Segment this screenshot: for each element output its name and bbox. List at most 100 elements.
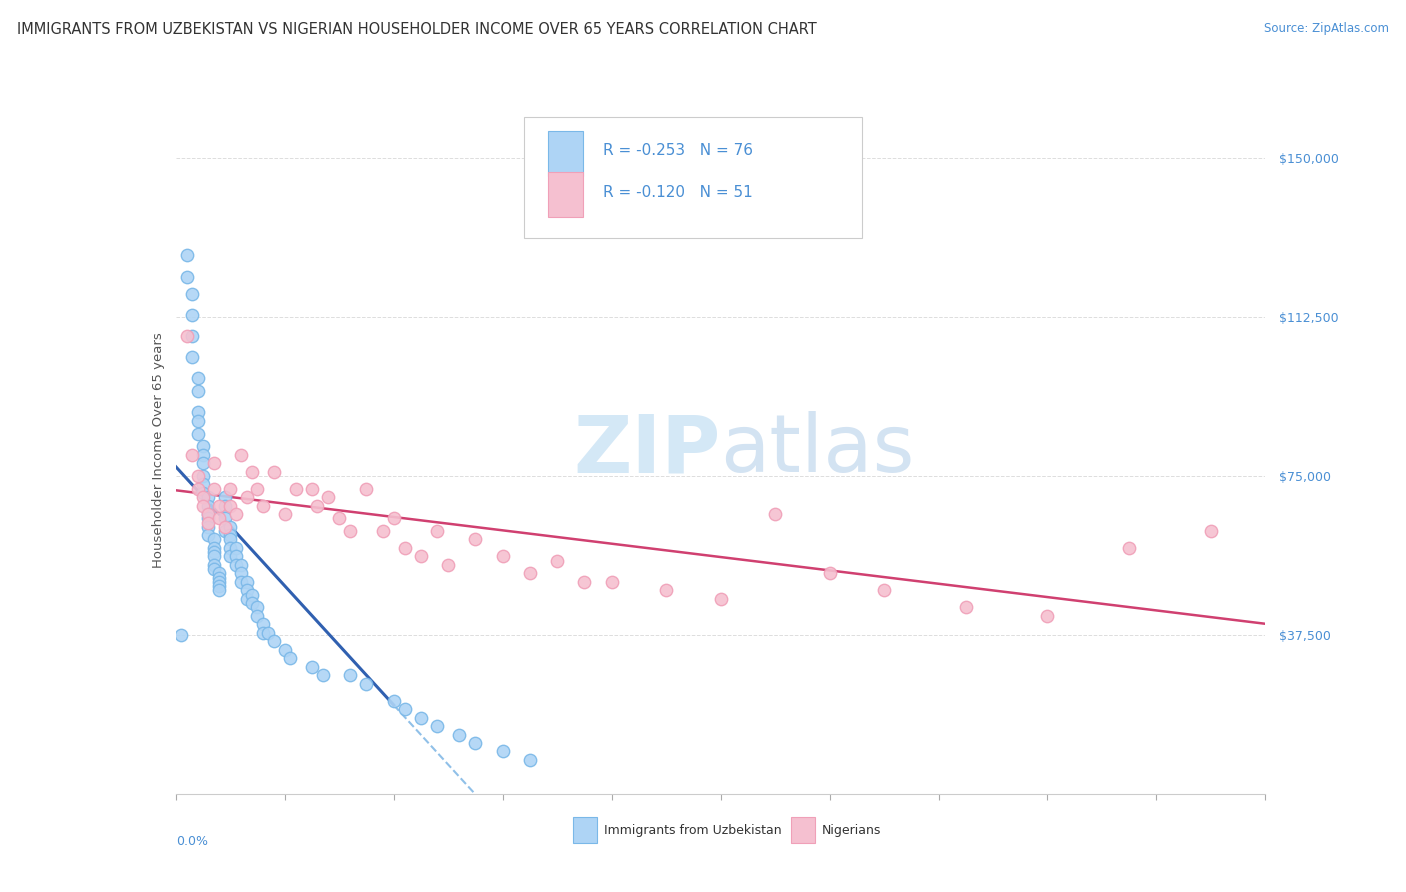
Point (231, 574, 253, 589)
Point (240, 596, 263, 610)
Point (219, 520, 242, 534)
Point (301, 659, 323, 673)
Point (219, 549, 242, 564)
Point (235, 574, 257, 589)
Point (197, 516, 219, 530)
Point (371, 524, 394, 538)
Point (873, 583, 896, 598)
Point (356, 482, 378, 496)
Point (208, 571, 231, 585)
Point (214, 490, 236, 504)
Point (208, 574, 231, 589)
Point (235, 490, 257, 504)
Point (219, 541, 242, 555)
Point (464, 736, 486, 750)
Point (181, 329, 204, 343)
Point (191, 486, 214, 500)
FancyBboxPatch shape (524, 118, 862, 237)
Point (181, 350, 204, 364)
Point (492, 744, 515, 758)
Point (219, 528, 242, 542)
Point (1036, 608, 1059, 623)
Point (170, 628, 193, 642)
FancyBboxPatch shape (548, 172, 583, 217)
Point (252, 499, 274, 513)
Point (225, 541, 247, 555)
Point (208, 566, 231, 581)
Point (225, 558, 247, 572)
FancyBboxPatch shape (792, 817, 815, 843)
Point (600, 574, 623, 589)
Point (191, 477, 214, 491)
Point (202, 549, 225, 564)
Point (231, 558, 253, 572)
Point (447, 727, 470, 741)
Point (464, 533, 486, 547)
Point (214, 524, 236, 538)
Point (394, 702, 416, 716)
Point (176, 329, 198, 343)
Point (181, 308, 204, 322)
Text: Source: ZipAtlas.com: Source: ZipAtlas.com (1264, 22, 1389, 36)
Point (191, 456, 214, 470)
Point (278, 651, 301, 665)
Point (181, 448, 204, 462)
Point (186, 469, 209, 483)
Point (437, 558, 460, 572)
Point (252, 625, 274, 640)
Point (191, 490, 214, 504)
Point (246, 600, 269, 615)
Point (257, 625, 280, 640)
Point (197, 520, 219, 534)
FancyBboxPatch shape (574, 817, 598, 843)
Point (655, 583, 678, 598)
Text: IMMIGRANTS FROM UZBEKISTAN VS NIGERIAN HOUSEHOLDER INCOME OVER 65 YEARS CORRELAT: IMMIGRANTS FROM UZBEKISTAN VS NIGERIAN H… (17, 22, 817, 37)
Point (176, 248, 198, 262)
Point (274, 642, 297, 657)
Point (202, 482, 225, 496)
Point (202, 541, 225, 555)
Point (197, 528, 219, 542)
Point (382, 693, 405, 707)
Point (246, 482, 269, 496)
Point (202, 562, 225, 576)
FancyBboxPatch shape (548, 131, 583, 176)
Point (225, 507, 247, 521)
Text: atlas: atlas (721, 411, 915, 490)
Point (301, 482, 323, 496)
Point (208, 583, 231, 598)
Point (191, 448, 214, 462)
Point (214, 520, 236, 534)
Point (197, 507, 219, 521)
Point (181, 286, 204, 301)
Point (263, 465, 285, 479)
Point (197, 511, 219, 525)
Point (186, 426, 209, 441)
Point (710, 591, 733, 606)
Point (197, 499, 219, 513)
Point (339, 524, 361, 538)
Point (191, 469, 214, 483)
Point (191, 499, 214, 513)
Text: R = -0.120   N = 51: R = -0.120 N = 51 (603, 186, 752, 201)
Point (186, 371, 209, 385)
Text: 0.0%: 0.0% (176, 835, 208, 848)
Point (214, 499, 236, 513)
Point (208, 579, 231, 593)
Point (519, 566, 541, 581)
Point (208, 499, 231, 513)
Point (763, 507, 786, 521)
Point (231, 566, 253, 581)
Point (186, 405, 209, 419)
Point (394, 541, 416, 555)
Point (202, 456, 225, 470)
Point (409, 710, 432, 724)
Point (318, 490, 340, 504)
Point (426, 719, 449, 733)
Point (240, 465, 263, 479)
Text: Immigrants from Uzbekistan: Immigrants from Uzbekistan (605, 824, 782, 837)
Text: ZIP: ZIP (574, 411, 721, 490)
Y-axis label: Householder Income Over 65 years: Householder Income Over 65 years (152, 333, 165, 568)
Point (519, 753, 541, 767)
Point (197, 490, 219, 504)
